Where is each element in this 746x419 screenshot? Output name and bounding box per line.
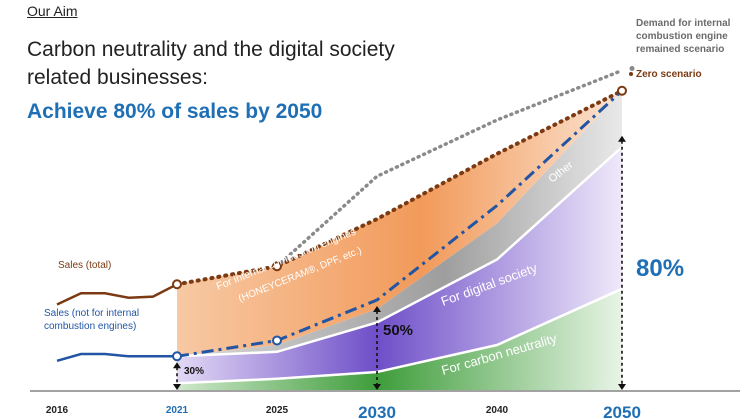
label-demand-line-2: combustion engine (636, 31, 728, 42)
x-tick-2021: 2021 (166, 405, 189, 416)
goal-headline: Achieve 80% of sales by 2050 (27, 100, 323, 123)
data-point-marker (272, 261, 282, 272)
area-carbon-neutrality (177, 288, 622, 390)
bracket-2021-tail (173, 384, 181, 390)
bracket-2030-head (373, 306, 381, 312)
line-demand-remained-scenario (275, 68, 624, 269)
bracket-2030-tail (373, 384, 381, 390)
x-tick-2030: 2030 (358, 403, 396, 419)
data-point-marker (172, 279, 182, 290)
line-not-ice-projection (176, 89, 624, 358)
band-separator (176, 146, 623, 358)
label-pct-2030: 50% (383, 322, 413, 339)
x-tick-2040: 2040 (486, 405, 509, 416)
headline-line-2: related businesses: (27, 66, 208, 89)
line-zero-scenario (175, 88, 624, 287)
endpoint-marker-gray (629, 66, 635, 71)
bracket-2050-head (618, 135, 626, 142)
area-other (177, 90, 622, 357)
data-point-marker (272, 335, 282, 346)
x-tick-2025: 2025 (266, 405, 289, 416)
zero-scenario-dot (629, 72, 633, 76)
x-tick-2016: 2016 (46, 405, 69, 416)
bracket-2021-head (173, 362, 181, 369)
headline-line-1: Carbon neutrality and the digital societ… (27, 38, 395, 61)
label-demand-line-1: Demand for internal (636, 18, 731, 29)
label-demand-line-3: remained scenario (636, 44, 724, 55)
endpoint-marker (617, 85, 627, 96)
data-point-marker (172, 351, 182, 362)
label-pct-2050: 80% (636, 255, 684, 282)
label-sales-total: Sales (total) (58, 260, 111, 271)
line-sales-not-ice (56, 352, 177, 363)
label-sales-not-ice-line-1: Sales (not for internal (44, 308, 139, 319)
label-zero-scenario: Zero scenario (636, 69, 702, 80)
x-tick-2050: 2050 (603, 403, 641, 419)
section-title: Our Aim (27, 3, 78, 19)
line-sales-total (56, 283, 178, 306)
area-digital-society (177, 147, 622, 384)
label-pct-2021: 30% (184, 366, 204, 377)
label-sales-not-ice-line-2: combustion engines) (44, 321, 136, 332)
area-internal-combustion (177, 90, 622, 357)
bracket-2050-tail (618, 384, 626, 390)
